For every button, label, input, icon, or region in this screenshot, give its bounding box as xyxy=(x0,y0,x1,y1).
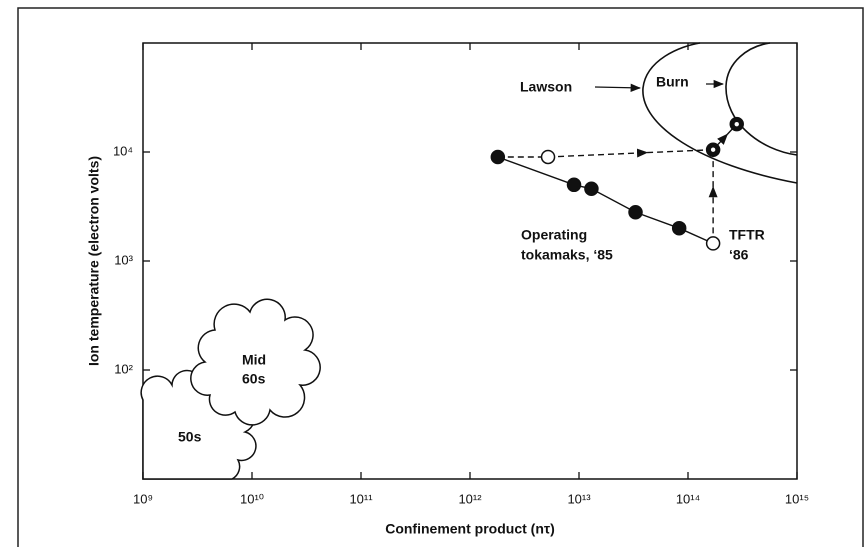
annotation: tokamaks, ‘85 xyxy=(521,247,613,263)
x-tick-label: 10⁹ xyxy=(133,491,153,506)
data-point xyxy=(491,150,504,163)
x-tick-label: 10¹² xyxy=(458,491,482,506)
data-point xyxy=(568,178,581,191)
lawson-curve xyxy=(643,43,797,183)
annotation: Operating xyxy=(521,227,587,243)
y-tick-label: 10⁴ xyxy=(113,143,133,158)
x-tick-label: 10¹⁴ xyxy=(676,491,700,506)
data-point xyxy=(629,206,642,219)
y-tick-label: 10² xyxy=(114,361,133,376)
annotation: 50s xyxy=(178,429,202,445)
x-tick-label: 10¹³ xyxy=(567,491,591,506)
x-axis-label: Confinement product (nτ) xyxy=(385,521,555,537)
x-tick-label: 10¹⁵ xyxy=(785,491,809,506)
annotation: ‘86 xyxy=(729,247,749,263)
data-point xyxy=(585,182,598,195)
annotation: Lawson xyxy=(520,79,572,95)
point-core xyxy=(735,122,739,126)
burn-curve xyxy=(726,43,797,155)
annotation: Burn xyxy=(656,74,689,90)
lawson-pointer xyxy=(595,87,640,88)
point-core xyxy=(711,147,715,151)
connector xyxy=(647,150,713,153)
x-tick-label: 10¹¹ xyxy=(349,491,373,506)
annotation: Mid xyxy=(242,352,266,368)
y-axis-label: Ion temperature (electron volts) xyxy=(86,156,102,366)
annotation: 60s xyxy=(242,371,266,387)
data-point xyxy=(673,222,686,235)
chart: Lawson Burn Operating tokamaks, ‘85 TFTR… xyxy=(0,0,868,547)
data-point xyxy=(707,237,720,250)
connector xyxy=(548,153,647,157)
annotation: TFTR xyxy=(729,227,765,243)
y-tick-label: 10³ xyxy=(114,252,133,267)
data-point xyxy=(542,150,555,163)
x-tick-label: 10¹⁰ xyxy=(240,491,264,506)
